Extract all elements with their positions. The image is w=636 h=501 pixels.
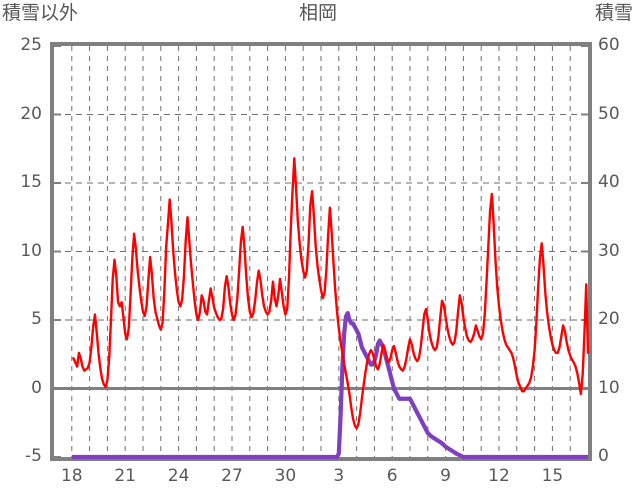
series-line-snow	[71, 311, 588, 460]
page-title: 相岡	[298, 2, 337, 24]
plot-canvas	[54, 45, 590, 460]
right-axis-tick-label: 40	[598, 172, 620, 192]
right-axis-tick-label: 50	[598, 103, 620, 124]
x-axis-tick-label: 12	[488, 466, 510, 486]
x-axis-tick-label: 27	[221, 466, 243, 486]
right-axis-title: 積雪	[594, 2, 633, 24]
left-axis-tick-label: 0	[31, 377, 42, 398]
x-axis-tick-label: 18	[60, 466, 83, 486]
left-axis-tick-label: 10	[20, 240, 42, 261]
series-line-nonsnow	[72, 157, 590, 430]
right-axis-tick-label: 30	[598, 240, 620, 261]
right-axis-tick-label: 0	[598, 446, 609, 466]
left-axis-title: 積雪以外	[2, 2, 79, 24]
right-axis-tick-label: 60	[598, 35, 620, 55]
left-axis-tick-label: 20	[20, 103, 42, 124]
right-axis-tick-label: 20	[598, 309, 620, 329]
x-axis-tick-label: 30	[274, 466, 297, 486]
x-axis-tick-label: 24	[167, 466, 190, 486]
x-axis-tick-label: 6	[386, 466, 398, 486]
left-axis-tick-label: 25	[20, 35, 42, 55]
right-axis-tick-label: 10	[598, 377, 620, 398]
x-axis-tick-label: 15	[541, 466, 564, 486]
left-axis-tick-label: 5	[31, 309, 42, 329]
x-axis-tick-label: 9	[440, 466, 451, 486]
horizontal-gridlines	[54, 114, 588, 321]
left-axis-tick-label: -5	[25, 446, 42, 466]
x-axis-tick-label: 3	[333, 466, 345, 486]
left-axis-tick-label: 15	[20, 172, 42, 192]
x-axis-tick-label: 21	[114, 466, 136, 486]
